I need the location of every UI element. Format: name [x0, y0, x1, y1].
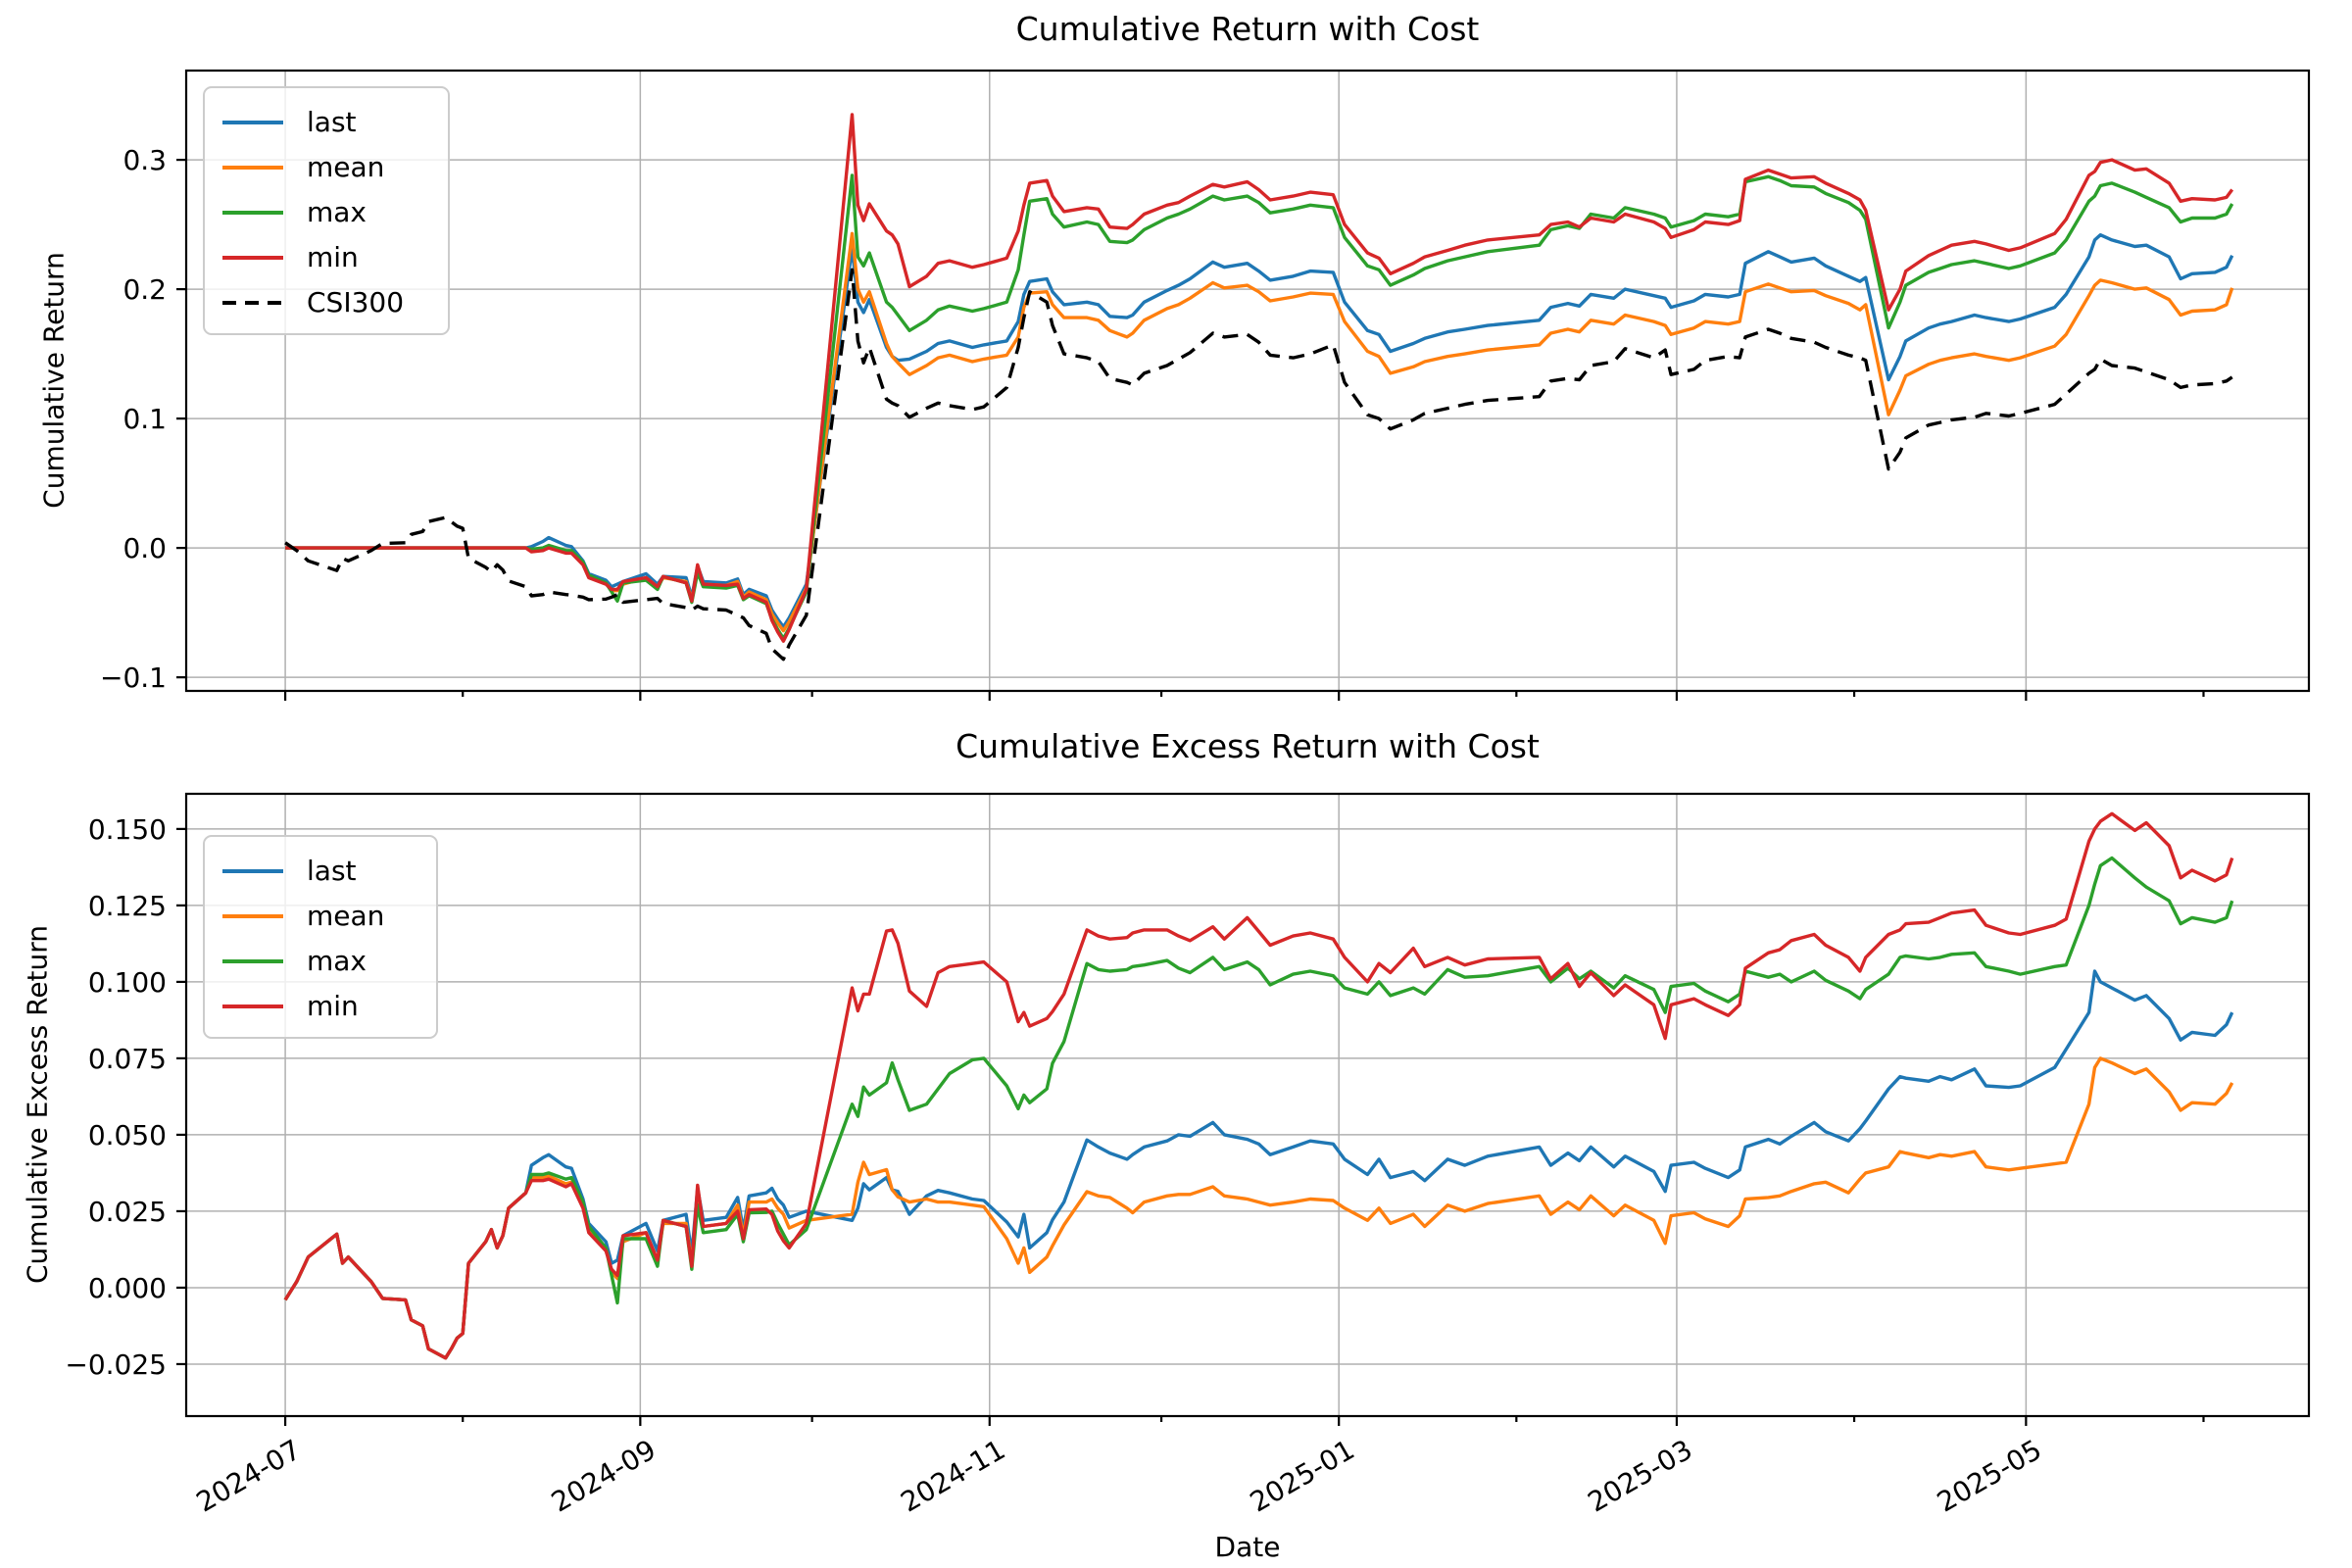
- legend-swatch-last: [222, 120, 283, 125]
- plot-border: [184, 792, 2311, 1418]
- legend-swatch-min: [222, 255, 283, 261]
- legend-label: last: [307, 855, 357, 887]
- bottom-y-axis-label: Cumulative Excess Return: [21, 924, 54, 1285]
- y-tick-label: 0.150: [88, 813, 167, 846]
- legend-label: mean: [307, 900, 385, 932]
- series-line-last: [283, 969, 2234, 1360]
- series-line-mean: [285, 231, 2234, 633]
- x-tick-label: 2025-05: [1932, 1433, 2047, 1518]
- series-line-CSI300: [284, 268, 2233, 662]
- y-tick-label: −0.1: [100, 662, 167, 694]
- series-line-min: [283, 811, 2234, 1360]
- legend-swatch-CSI300: [222, 300, 283, 306]
- y-tick-label: 0.3: [122, 144, 167, 176]
- y-tick-label: 0.025: [88, 1196, 167, 1228]
- series-line-max: [283, 856, 2234, 1360]
- legend-swatch-max: [222, 210, 283, 216]
- legend-item-min: min: [205, 984, 436, 1029]
- top-legend: last mean max min CSI300: [203, 86, 450, 335]
- legend-swatch-mean: [222, 913, 283, 919]
- legend-item-mean: mean: [205, 145, 448, 190]
- series-line-max: [285, 173, 2234, 641]
- legend-label: max: [307, 196, 368, 228]
- legend-item-min: min: [205, 235, 448, 280]
- y-tick-label: 0.075: [88, 1043, 167, 1075]
- series-line-last: [285, 232, 2234, 629]
- x-tick-label: 2025-03: [1583, 1433, 1698, 1518]
- series-line-min: [285, 113, 2234, 643]
- bottom-chart-title: Cumulative Excess Return with Cost: [956, 727, 1540, 765]
- legend-item-last: last: [205, 849, 436, 894]
- x-tick-label: 2025-01: [1245, 1433, 1360, 1518]
- y-tick-label: −0.025: [65, 1348, 167, 1381]
- legend-item-last: last: [205, 100, 448, 145]
- y-tick-label: 0.000: [88, 1272, 167, 1304]
- y-tick-label: 0.2: [122, 273, 167, 306]
- legend-label: CSI300: [307, 286, 405, 318]
- y-tick-label: 0.0: [122, 532, 167, 564]
- y-tick-label: 0.050: [88, 1119, 167, 1152]
- x-tick-label: 2024-11: [895, 1433, 1010, 1518]
- y-tick-label: 0.1: [122, 403, 167, 435]
- legend-item-max: max: [205, 939, 436, 984]
- x-tick-label: 2024-09: [546, 1433, 662, 1518]
- legend-label: min: [307, 990, 359, 1022]
- series-line-mean: [283, 1056, 2234, 1360]
- x-axis-label: Date: [1214, 1531, 1281, 1563]
- legend-label: max: [307, 945, 368, 977]
- top-chart-title: Cumulative Return with Cost: [1015, 10, 1480, 48]
- plot-border: [184, 69, 2311, 693]
- bottom-legend: last mean max min: [203, 835, 438, 1039]
- legend-swatch-last: [222, 868, 283, 874]
- legend-label: last: [307, 106, 357, 138]
- legend-label: mean: [307, 151, 385, 183]
- legend-item-max: max: [205, 190, 448, 235]
- x-tick-label: 2024-07: [191, 1433, 307, 1518]
- y-tick-label: 0.100: [88, 966, 167, 999]
- legend-swatch-max: [222, 958, 283, 964]
- legend-swatch-mean: [222, 165, 283, 171]
- y-tick-label: 0.125: [88, 890, 167, 922]
- legend-swatch-min: [222, 1004, 283, 1009]
- legend-item-CSI300: CSI300: [205, 280, 448, 325]
- top-y-axis-label: Cumulative Return: [37, 252, 71, 509]
- legend-item-mean: mean: [205, 894, 436, 939]
- legend-label: min: [307, 241, 359, 273]
